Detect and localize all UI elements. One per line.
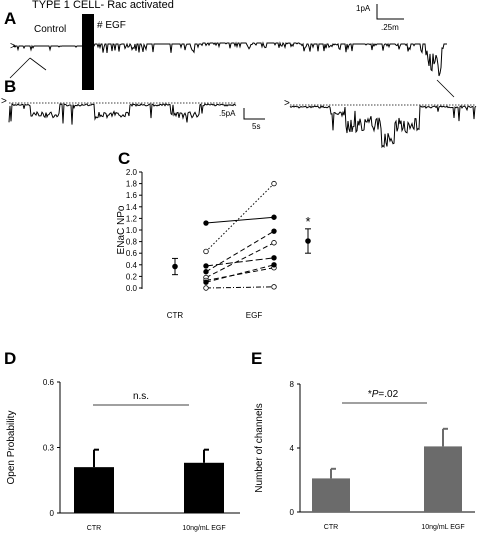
c-x-label-egf: EGF (246, 311, 263, 320)
c-point-before (203, 263, 209, 269)
c-pair-line (205, 267, 275, 281)
c-y-tick-label: 1.8 (126, 180, 138, 189)
c-point-after (271, 262, 277, 268)
c-y-tick-label: 1.6 (126, 191, 138, 200)
chart-e-y-axis-label: Number of channels (254, 403, 265, 493)
chart-e: 0 4 8 Number of channels CTR 10ng/mL EGF *P=.0… (254, 380, 475, 531)
scale-a-time: .25m (381, 23, 399, 32)
chart-d-bar (74, 467, 114, 513)
c-pair-line (205, 216, 275, 224)
chart-d-y-axis-label: Open Probability (6, 411, 17, 485)
chart-d-x-label: 10ng/mL EGF (182, 525, 225, 532)
c-y-axis-label: ENaC NPo (116, 205, 127, 254)
c-point-after (271, 214, 277, 220)
c-y-tick-label: 1.2 (126, 214, 138, 223)
scale-a-current: 1pA (356, 4, 371, 13)
c-y-tick-label: 0.6 (126, 249, 138, 258)
c-x-label-ctr: CTR (167, 311, 184, 320)
trace-title: TYPE 1 CELL- Rac activated (32, 0, 174, 11)
c-point-before (203, 269, 209, 275)
chart-e-y-tick-label: 8 (290, 380, 295, 389)
chart-e-bar (424, 446, 462, 512)
c-y-tick-label: 1.4 (126, 203, 138, 212)
c-mean-ctr-point (172, 263, 178, 270)
arrow-marker-b-left: > (1, 96, 7, 107)
c-y-tick-label: 0.2 (126, 272, 138, 281)
c-point-after (271, 240, 277, 246)
panel-letter-a: A (4, 9, 17, 28)
c-point-after (271, 180, 277, 187)
arrow-marker-a: > (10, 41, 16, 52)
control-label: Control (34, 24, 67, 35)
scale-b-time: 5s (252, 122, 261, 131)
panel-letter-c: C (118, 149, 131, 168)
arrow-marker-b-right: > (284, 98, 290, 109)
chart-d-y-tick-label: 0.6 (43, 378, 55, 387)
chart-e-y-tick-label: 4 (290, 444, 295, 453)
c-pair-line (205, 264, 275, 283)
chart-e-significance-label: *P=.02 (368, 389, 399, 400)
c-point-before (203, 279, 209, 285)
chart-e-x-label: CTR (324, 524, 338, 531)
egf-label: # EGF (97, 20, 126, 31)
c-pair-line (205, 242, 275, 279)
chart-d: 0 0.3 0.6 Open Probability CTR 10ng/mL EGF n.s… (6, 378, 240, 532)
panel-letter-b: B (4, 77, 17, 96)
trace-b-left-line (8, 103, 237, 125)
c-y-tick-label: 0.4 (126, 261, 138, 270)
c-point-before (203, 285, 209, 291)
c-significance-star: * (305, 214, 310, 229)
scale-bar-b (243, 108, 265, 120)
c-point-after (271, 228, 277, 234)
panel-letter-e: E (251, 349, 263, 368)
c-y-tick-label: 2.0 (126, 168, 138, 177)
c-pair-line (205, 286, 275, 289)
scale-bar-a (376, 4, 404, 20)
trace-a-line (13, 41, 447, 77)
chart-d-y-tick-label: 0 (50, 509, 55, 518)
c-point-after (271, 284, 277, 290)
c-point-before (203, 248, 209, 255)
chart-d-y-tick-label: 0.3 (43, 444, 55, 453)
zoom-line-left-1 (29, 57, 47, 71)
chart-e-x-label: 10ng/mL EGF (421, 524, 464, 531)
c-point-before (203, 220, 209, 226)
c-mean-egf-point (305, 238, 311, 244)
c-pair-line (205, 183, 275, 252)
chart-d-x-label: CTR (87, 525, 101, 532)
c-pair-line (205, 257, 275, 267)
zoom-line-right (436, 79, 455, 98)
scale-b-current: .5pA (219, 109, 236, 118)
chart-c: 0.0 0.2 0.4 0.6 0.8 1.0 1.2 1.4 1.6 1.8 2.0 ENaC NP… (116, 168, 311, 320)
c-point-after (271, 255, 277, 261)
trace-b-right-line (289, 104, 477, 149)
chart-e-bar (312, 478, 350, 512)
chart-d-significance-label: n.s. (133, 391, 149, 402)
panel-letter-d: D (4, 349, 17, 368)
c-pair-line (205, 230, 275, 273)
egf-application-bar (82, 14, 94, 90)
c-y-tick-label: 0.0 (126, 284, 138, 293)
c-y-tick-label: 0.8 (126, 238, 138, 247)
c-y-tick-label: 1.0 (126, 226, 138, 235)
zoom-line-left-2 (9, 57, 31, 79)
chart-e-y-tick-label: 0 (290, 508, 295, 517)
chart-d-bar (184, 462, 224, 513)
